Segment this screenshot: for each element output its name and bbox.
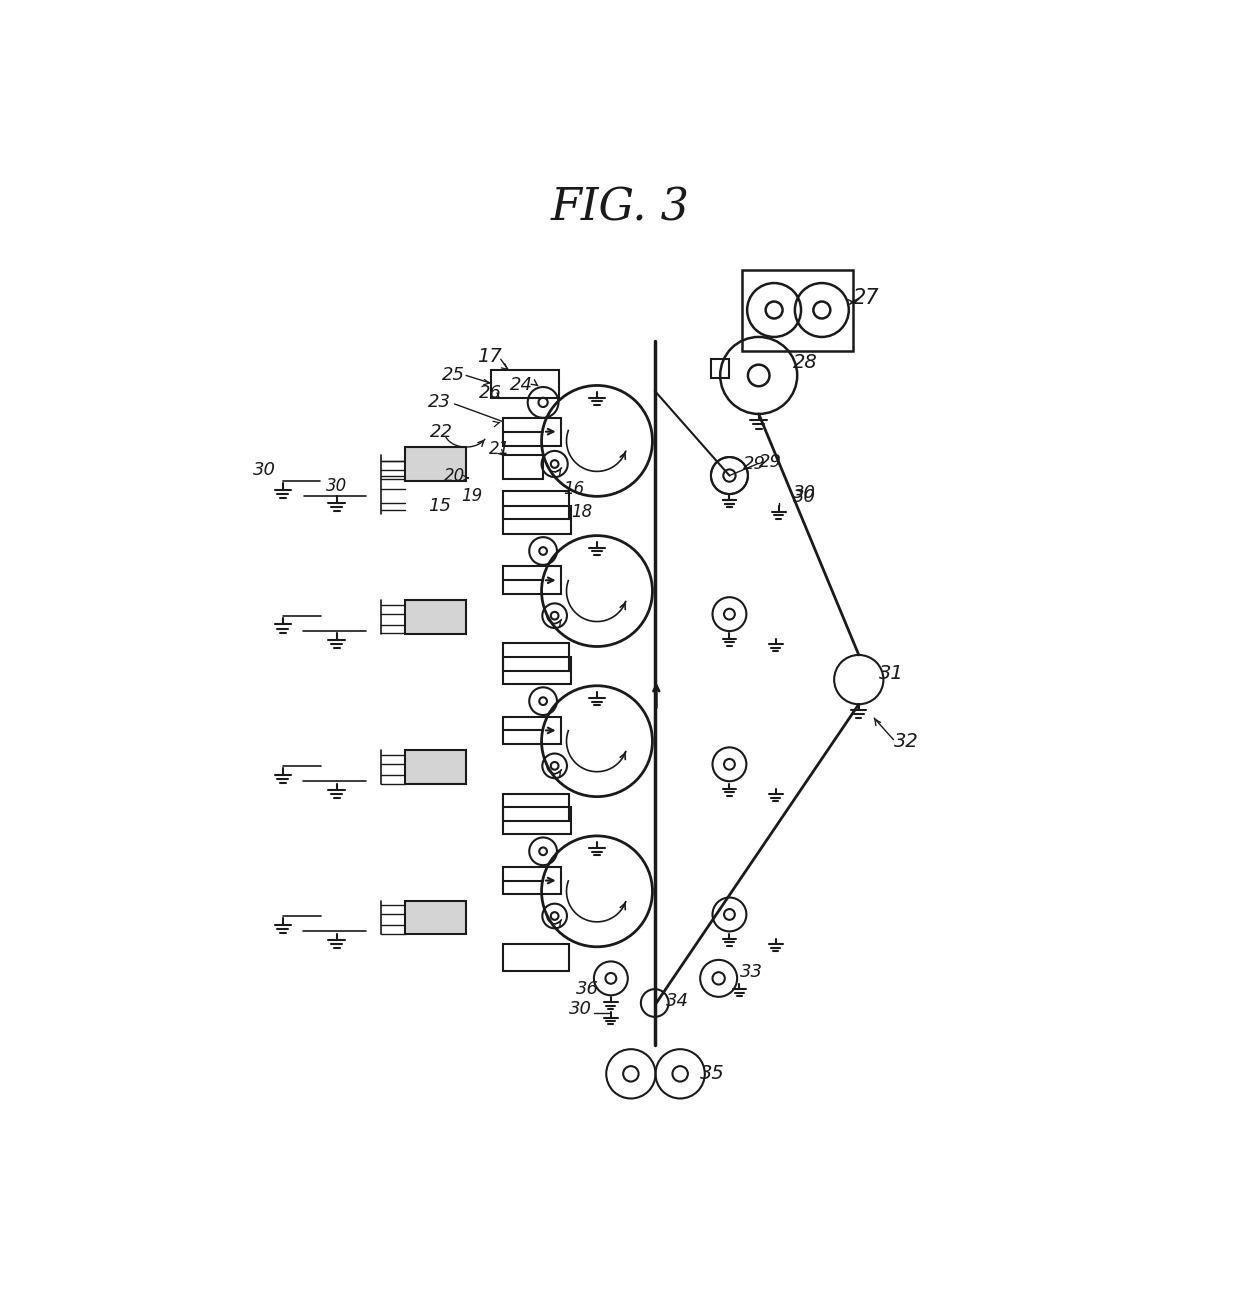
Text: 30: 30 <box>253 462 275 480</box>
Text: 19: 19 <box>461 488 482 506</box>
Bar <box>404 901 466 935</box>
Bar <box>742 270 853 351</box>
Text: 26: 26 <box>479 385 502 402</box>
Bar <box>503 507 570 534</box>
Text: 36: 36 <box>577 980 599 998</box>
Bar <box>503 793 568 822</box>
Text: 27: 27 <box>853 289 879 308</box>
Bar <box>404 601 466 634</box>
Bar <box>503 417 560 446</box>
Bar <box>491 370 558 398</box>
Bar <box>503 491 568 519</box>
Text: 15: 15 <box>428 498 450 515</box>
Text: 34: 34 <box>666 992 689 1010</box>
Text: 24: 24 <box>510 377 533 394</box>
Text: 23: 23 <box>428 394 450 411</box>
Bar <box>503 656 570 684</box>
Text: 30: 30 <box>326 477 347 494</box>
Bar <box>503 944 568 971</box>
Bar <box>404 447 466 481</box>
Text: 18: 18 <box>570 503 593 521</box>
Text: FIG. 3: FIG. 3 <box>551 187 689 230</box>
Text: 28: 28 <box>792 352 817 372</box>
Bar <box>503 806 570 835</box>
Text: 20: 20 <box>444 467 465 485</box>
Text: 30: 30 <box>794 485 816 502</box>
Text: 31: 31 <box>879 664 904 683</box>
Text: 29: 29 <box>743 455 766 473</box>
Text: 30: 30 <box>794 488 816 506</box>
Text: 21: 21 <box>490 441 511 459</box>
Bar <box>503 455 543 480</box>
Text: 17: 17 <box>477 347 501 365</box>
Bar <box>404 750 466 784</box>
Text: 35: 35 <box>701 1065 725 1083</box>
Bar <box>503 644 568 671</box>
Bar <box>503 867 560 894</box>
Text: 25: 25 <box>441 367 465 385</box>
Text: 29: 29 <box>759 452 781 471</box>
Text: 33: 33 <box>739 963 763 982</box>
Text: 16: 16 <box>563 480 584 498</box>
Bar <box>711 359 729 378</box>
Bar <box>503 567 560 594</box>
Text: 32: 32 <box>894 732 919 750</box>
Bar <box>503 716 560 745</box>
Text: 22: 22 <box>430 422 453 441</box>
Text: 30: 30 <box>569 1000 591 1018</box>
